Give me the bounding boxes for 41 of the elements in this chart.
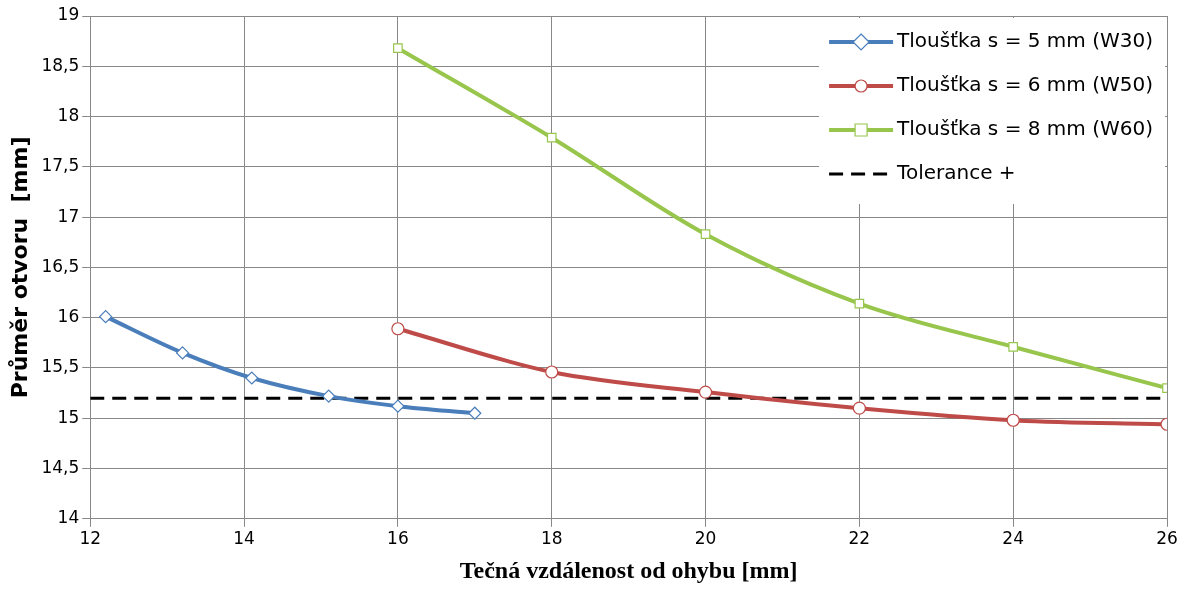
y-tick-label: 16,5 bbox=[41, 255, 80, 276]
point bbox=[468, 406, 482, 420]
point bbox=[698, 385, 713, 399]
point bbox=[391, 399, 405, 413]
legend-label: Tolerance + bbox=[896, 160, 1016, 185]
x-tick-label: 22 bbox=[848, 528, 871, 549]
y-tick-label: 15 bbox=[57, 406, 80, 427]
point bbox=[854, 298, 865, 309]
legend-label: Tloušťka s = 8 mm (W60) bbox=[896, 116, 1153, 141]
point bbox=[245, 371, 259, 385]
point bbox=[700, 229, 711, 240]
y-tick-label: 17 bbox=[57, 205, 80, 226]
x-tick-label: 24 bbox=[1002, 528, 1024, 549]
point bbox=[1008, 342, 1019, 352]
point bbox=[175, 346, 190, 360]
y-axis-title: Průměr otvoru [mm] bbox=[6, 136, 32, 399]
y-tick-label: 14,5 bbox=[41, 456, 80, 477]
legend-label: Tloušťka s = 5 mm (W30) bbox=[896, 28, 1153, 53]
x-tick-label: 18 bbox=[540, 528, 563, 549]
point bbox=[393, 43, 403, 54]
y-tick-label: 16 bbox=[57, 306, 80, 327]
point bbox=[322, 389, 336, 403]
x-tick-label: 12 bbox=[79, 528, 102, 549]
x-tick-label: 14 bbox=[233, 528, 255, 549]
point bbox=[1006, 413, 1020, 427]
y-tick-label: 18 bbox=[57, 104, 80, 125]
point bbox=[99, 310, 113, 324]
y-tick-label: 14 bbox=[57, 507, 80, 528]
y-tick-label: 15,5 bbox=[41, 356, 80, 377]
x-tick-label: 16 bbox=[387, 528, 409, 549]
y-tick-label: 19 bbox=[57, 4, 80, 25]
point bbox=[545, 365, 559, 379]
y-tick-label: 17,5 bbox=[41, 155, 80, 176]
x-axis-title: Tečná vzdálenost od ohybu [mm] bbox=[459, 556, 798, 583]
legend-label: Tloušťka s = 6 mm (W50) bbox=[896, 72, 1153, 97]
point bbox=[546, 132, 557, 143]
point bbox=[391, 322, 405, 336]
x-tick-label: 20 bbox=[694, 528, 717, 549]
point bbox=[852, 401, 866, 415]
x-tick-label: 26 bbox=[1156, 528, 1178, 549]
y-tick-label: 18,5 bbox=[41, 54, 80, 75]
